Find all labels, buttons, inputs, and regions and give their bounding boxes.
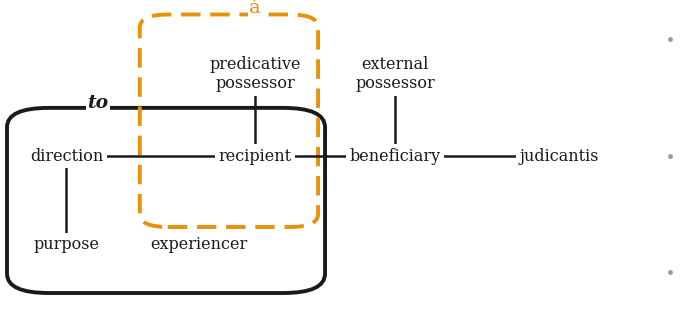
Text: à: à: [250, 0, 261, 17]
FancyBboxPatch shape: [7, 108, 325, 293]
Text: to: to: [87, 94, 108, 112]
Text: experiencer: experiencer: [150, 236, 248, 253]
Text: beneficiary: beneficiary: [350, 148, 440, 165]
Text: direction: direction: [30, 148, 103, 165]
Text: external
possessor: external possessor: [355, 56, 435, 92]
Text: judicantis: judicantis: [519, 148, 599, 165]
Text: purpose: purpose: [34, 236, 99, 253]
Text: predicative
possessor: predicative possessor: [210, 56, 301, 92]
Text: recipient: recipient: [219, 148, 291, 165]
